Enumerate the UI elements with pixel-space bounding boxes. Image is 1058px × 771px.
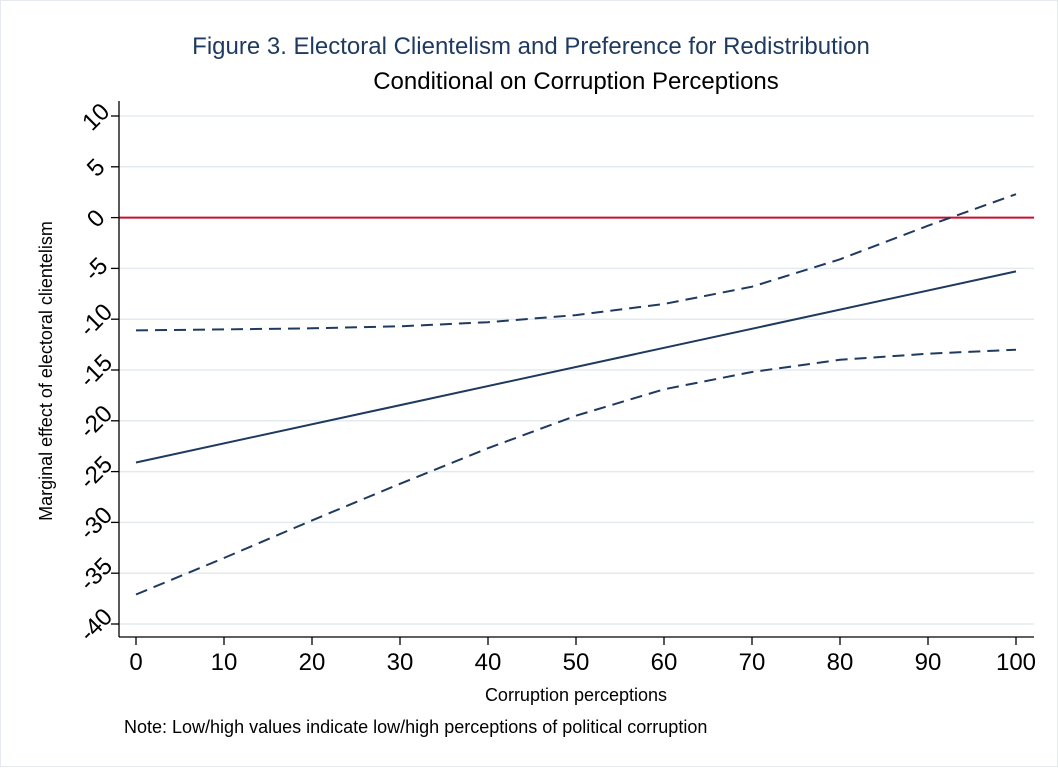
- chart-note: Note: Low/high values indicate low/high …: [124, 717, 707, 737]
- y-tick-label: -5: [79, 252, 113, 286]
- y-tick-label: -40: [74, 603, 118, 647]
- chart-subtitle: Conditional on Corruption Perceptions: [373, 68, 779, 95]
- x-tick-label: 100: [996, 649, 1036, 676]
- x-tick-label: 80: [827, 649, 854, 676]
- marginal-effect-line: [135, 270, 1017, 464]
- y-tick-label: 0: [82, 205, 111, 234]
- x-tick-labels: 0 10 20 30 40 50 60 70 80 90 100: [129, 649, 1036, 676]
- x-tick-label: 60: [651, 649, 678, 676]
- x-axis-label: Corruption perceptions: [485, 685, 667, 705]
- x-tick-label: 70: [739, 649, 766, 676]
- axes-group: [111, 101, 1034, 645]
- x-tick-label: 0: [129, 649, 142, 676]
- chart-title: Figure 3. Electoral Clientelism and Pref…: [192, 33, 870, 60]
- series-group: [135, 193, 1017, 596]
- x-tick-label: 10: [211, 649, 238, 676]
- y-axis-label: Marginal effect of electoral clientelism: [36, 221, 56, 521]
- y-tick-label: 5: [82, 154, 111, 183]
- x-tick-label: 20: [299, 649, 326, 676]
- x-tick-label: 50: [563, 649, 590, 676]
- y-tick-labels: 10 5 0 -5 -10 -15 -20 -25 -30 -35 -40: [74, 98, 118, 647]
- upper-ci-line: [135, 193, 1017, 332]
- y-tick-label: -20: [74, 400, 118, 444]
- x-tick-label: 40: [475, 649, 502, 676]
- y-tick-label: -10: [74, 299, 118, 343]
- lower-ci-line: [135, 348, 1017, 596]
- x-tick-label: 90: [915, 649, 942, 676]
- y-tick-label: -30: [74, 502, 118, 546]
- grid-lines: [119, 115, 1034, 625]
- y-tick-label: -35: [74, 553, 118, 597]
- y-tick-label: -25: [74, 451, 118, 495]
- y-tick-label: -15: [74, 349, 118, 393]
- y-tick-label: 10: [77, 98, 115, 136]
- x-tick-label: 30: [387, 649, 414, 676]
